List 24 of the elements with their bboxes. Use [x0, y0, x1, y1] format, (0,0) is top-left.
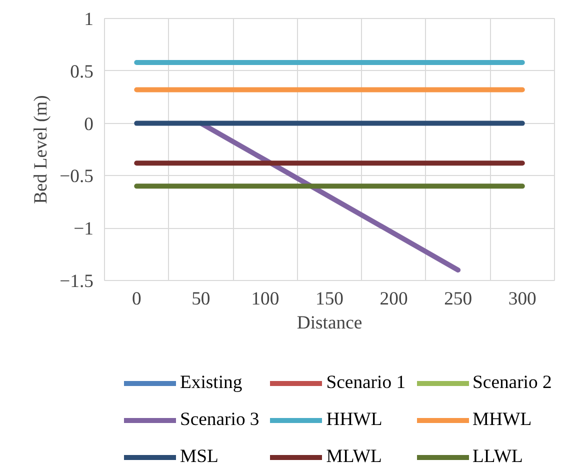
x-tick-label: 100 [251, 288, 280, 310]
legend-label: LLWL [472, 445, 523, 469]
x-tick-label: 300 [508, 288, 536, 310]
legend-label: MLWL [326, 445, 382, 469]
legend-label: Scenario 2 [472, 371, 552, 395]
y-tick-label: 0 [84, 114, 94, 135]
legend-label: Existing [180, 371, 242, 395]
x-tick-label: 0 [132, 288, 142, 310]
legend-label: MSL [180, 445, 218, 469]
x-axis-title: Distance [296, 312, 362, 334]
y-tick-label: −0.5 [60, 166, 94, 188]
legend-label: Scenario 3 [180, 408, 260, 432]
y-tick-label: 1 [84, 9, 94, 30]
x-tick-label: 50 [192, 288, 210, 310]
legend-label: MHWL [472, 408, 532, 432]
y-axis-title: Bed Level (m) [30, 95, 52, 204]
legend-label: HHWL [326, 408, 382, 432]
y-tick-label: 0.5 [70, 61, 94, 82]
y-tick-label: −1 [74, 218, 94, 240]
legend-label: Scenario 1 [326, 371, 406, 395]
x-tick-label: 250 [444, 288, 472, 310]
x-tick-label: 200 [380, 288, 408, 310]
y-tick-label: −1.5 [60, 271, 94, 292]
x-tick-label: 150 [316, 288, 344, 310]
